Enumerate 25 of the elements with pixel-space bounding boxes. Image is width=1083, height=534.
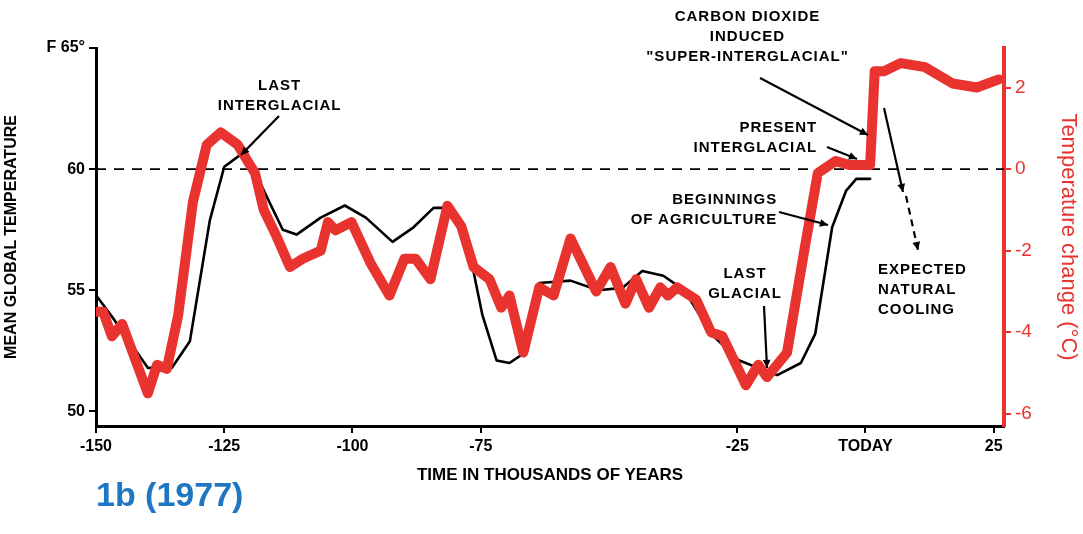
y-axis-title: MEAN GLOBAL TEMPERATURE bbox=[2, 114, 20, 359]
y2-tick-label: -2 bbox=[1015, 238, 1032, 260]
y2-tick-label: 2 bbox=[1015, 75, 1026, 97]
x-tick-label: 25 bbox=[984, 437, 1003, 455]
y2-tick-label: 0 bbox=[1015, 157, 1026, 179]
annotation: BEGINNINGS OF AGRICULTURE bbox=[630, 190, 778, 228]
annotation: EXPECTED NATURAL COOLING bbox=[878, 260, 967, 318]
x-tick-label: -75 bbox=[469, 437, 493, 455]
annotation: LAST GLACIAL bbox=[708, 263, 782, 301]
x-tick-label: -150 bbox=[79, 437, 113, 455]
y2-tick-label: -6 bbox=[1015, 402, 1032, 423]
y-tick-label: 55 bbox=[67, 280, 86, 298]
annotation: LAST INTERGLACIAL bbox=[217, 75, 342, 113]
y-tick-label: 60 bbox=[67, 159, 86, 177]
y2-tick-label: -4 bbox=[1015, 320, 1033, 342]
x-tick-label: TODAY bbox=[838, 437, 893, 455]
annotation: CARBON DIOXIDE INDUCED "SUPER-INTERGLACIAL" bbox=[646, 7, 849, 65]
x-tick-label: -125 bbox=[208, 437, 241, 455]
x-axis-title: TIME IN THOUSANDS OF YEARS bbox=[416, 465, 684, 485]
x-tick-label: -100 bbox=[336, 437, 369, 455]
y-tick-label: F 65° bbox=[46, 38, 85, 56]
x-tick-label: -25 bbox=[725, 437, 749, 455]
y2-axis-title: Temperature change (°C) bbox=[1056, 113, 1082, 361]
y-tick-label: 50 bbox=[67, 401, 86, 419]
text: 1b (1977) bbox=[96, 475, 244, 514]
